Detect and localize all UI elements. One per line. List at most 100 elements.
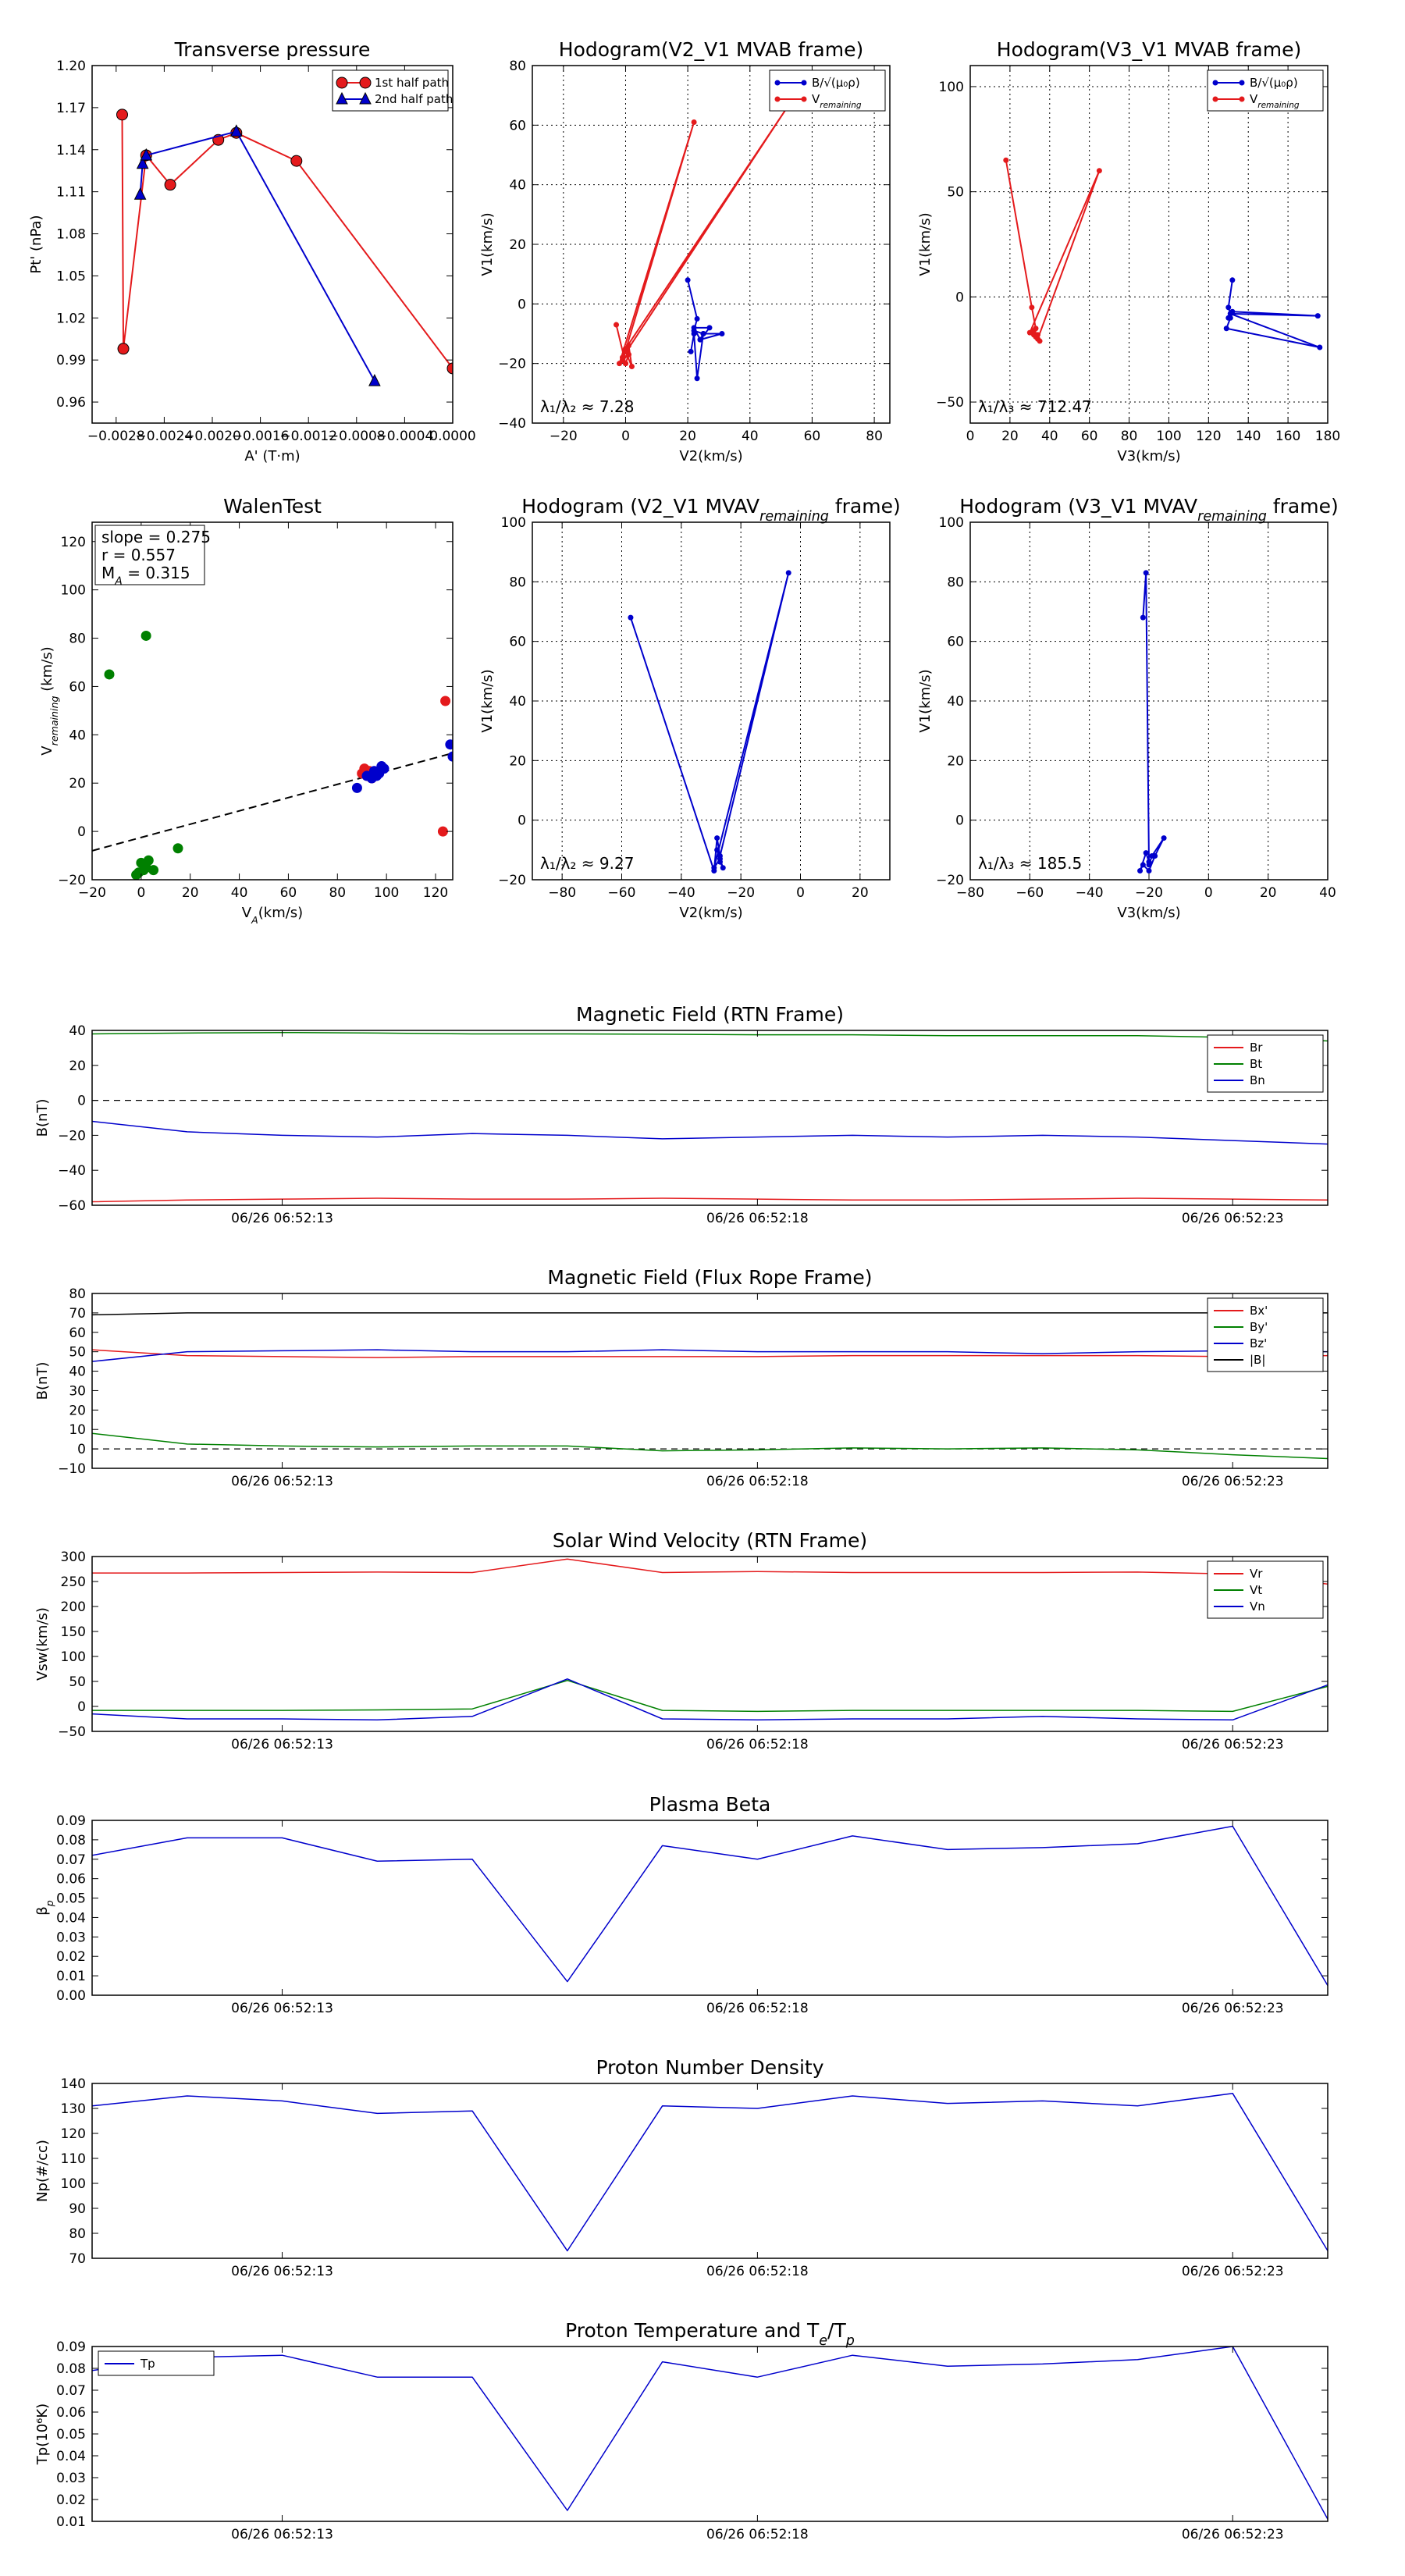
x-tick-label: 160 bbox=[1275, 429, 1300, 444]
y-axis-label: Vremaining (km/s) bbox=[39, 646, 60, 755]
y-tick-label: 40 bbox=[69, 728, 86, 743]
y-tick-label: 1.08 bbox=[56, 227, 86, 243]
legend: Br Bt Bn bbox=[1207, 1034, 1324, 1093]
x-tick-label: 06/26 06:52:18 bbox=[706, 2264, 809, 2279]
data-point bbox=[617, 361, 623, 367]
y-tick-label: 0.04 bbox=[56, 2449, 86, 2464]
x-tick-label: 60 bbox=[804, 429, 821, 444]
y-tick-label: 300 bbox=[61, 1550, 86, 1565]
legend-label: |B| bbox=[1250, 1353, 1265, 1367]
data-point bbox=[372, 770, 382, 781]
chart-title: Magnetic Field (Flux Rope Frame) bbox=[547, 1266, 872, 1289]
series-line bbox=[92, 1678, 1328, 1721]
legend-label: B/√(μ₀ρ) bbox=[1250, 76, 1298, 90]
x-tick-label: 100 bbox=[374, 885, 399, 901]
x-tick-label: 80 bbox=[866, 429, 883, 444]
data-point bbox=[148, 865, 159, 876]
x-tick-label: 06/26 06:52:18 bbox=[706, 1474, 809, 1489]
x-axis-label: A' (T·m) bbox=[244, 448, 300, 464]
chart-tp: Transverse pressure −0.0028−0.0024−0.0020… bbox=[28, 38, 476, 464]
y-tick-label: 0 bbox=[77, 1442, 86, 1457]
y-axis-label: B(nT) bbox=[34, 1362, 51, 1400]
series-Bz' bbox=[92, 1349, 1328, 1362]
legend-marker bbox=[801, 80, 807, 86]
data-point bbox=[440, 696, 451, 706]
legend-marker bbox=[801, 96, 807, 102]
legend-marker bbox=[336, 91, 348, 105]
x-tick-label: 06/26 06:52:18 bbox=[706, 2527, 809, 2542]
data-point bbox=[229, 124, 243, 137]
legend: Tp bbox=[98, 2350, 215, 2376]
data-point bbox=[290, 155, 303, 167]
x-tick-label: 06/26 06:52:23 bbox=[1182, 2264, 1284, 2279]
series-V_remaining bbox=[614, 104, 791, 369]
y-axis-label: B(nT) bbox=[34, 1099, 51, 1137]
legend-marker bbox=[359, 76, 372, 89]
series-line bbox=[92, 1120, 1328, 1145]
series-line bbox=[121, 114, 453, 369]
chart-bfield: Magnetic Field (RTN Frame) 06/26 06:52:13… bbox=[34, 1003, 1329, 1226]
x-tick-label: 06/26 06:52:23 bbox=[1182, 1474, 1284, 1489]
data-point bbox=[164, 179, 176, 191]
x-tick-label: 0.0000 bbox=[429, 429, 475, 444]
data-point bbox=[717, 859, 723, 865]
data-point bbox=[1152, 852, 1158, 859]
y-tick-label: 0 bbox=[518, 297, 526, 312]
data-point bbox=[691, 325, 697, 331]
data-point bbox=[437, 826, 448, 837]
axes-frame bbox=[91, 2346, 1329, 2522]
chart-title: Proton Number Density bbox=[596, 2056, 824, 2079]
y-tick-label: 120 bbox=[61, 535, 86, 550]
data-point bbox=[1143, 850, 1149, 856]
data-point bbox=[131, 870, 142, 880]
y-tick-label: 0.03 bbox=[56, 1930, 86, 1945]
data-point bbox=[1029, 304, 1035, 311]
data-point bbox=[622, 361, 628, 367]
axes-frame bbox=[91, 1556, 1329, 1732]
legend-label: By' bbox=[1250, 1320, 1268, 1334]
y-tick-label: 20 bbox=[69, 1403, 86, 1418]
axes-frame bbox=[91, 2083, 1329, 2259]
x-axis-label: VA(km/s) bbox=[242, 905, 303, 926]
series-line bbox=[92, 1031, 1328, 1042]
x-tick-label: 60 bbox=[1081, 429, 1098, 444]
y-tick-label: 250 bbox=[61, 1574, 86, 1590]
x-tick-label: 180 bbox=[1315, 429, 1340, 444]
y-tick-label: 0.01 bbox=[56, 2514, 86, 2530]
x-axis-label: V3(km/s) bbox=[1117, 905, 1180, 921]
legend-label: Bz' bbox=[1250, 1336, 1267, 1350]
data-point bbox=[685, 277, 691, 283]
x-tick-label: −40 bbox=[667, 885, 695, 901]
y-tick-label: 70 bbox=[69, 2251, 86, 2267]
x-tick-label: 06/26 06:52:13 bbox=[231, 1474, 333, 1489]
x-tick-label: 20 bbox=[852, 885, 869, 901]
x-tick-label: −80 bbox=[548, 885, 576, 901]
y-tick-label: 0.05 bbox=[56, 2427, 86, 2443]
data-point bbox=[351, 782, 362, 793]
data-point bbox=[1223, 326, 1229, 332]
legend-label: Bn bbox=[1250, 1073, 1265, 1087]
data-point bbox=[1140, 614, 1146, 621]
data-point bbox=[694, 315, 700, 322]
info-line: MA = 0.315 bbox=[101, 564, 190, 588]
legend-marker bbox=[774, 80, 781, 86]
legend-box bbox=[1207, 69, 1324, 112]
y-tick-label: 80 bbox=[509, 575, 526, 590]
y-axis-label: Vsw(km/s) bbox=[34, 1607, 51, 1681]
chart-bfr: Magnetic Field (Flux Rope Frame) 06/26 06… bbox=[34, 1266, 1329, 1489]
data-point bbox=[711, 865, 717, 871]
series-line bbox=[92, 1679, 1328, 1713]
x-tick-label: 06/26 06:52:13 bbox=[231, 2001, 333, 2016]
series-line bbox=[92, 2347, 1328, 2520]
y-tick-label: 0.05 bbox=[56, 1891, 86, 1907]
data-point bbox=[140, 630, 151, 641]
legend-marker bbox=[359, 91, 372, 105]
y-tick-label: 1.02 bbox=[56, 311, 86, 326]
legend-marker bbox=[336, 76, 348, 89]
legend-label: 2nd half path bbox=[375, 92, 453, 106]
x-tick-label: 100 bbox=[1156, 429, 1181, 444]
y-tick-label: 0.04 bbox=[56, 1910, 86, 1926]
x-tick-label: 40 bbox=[231, 885, 248, 901]
x-tick-label: 60 bbox=[280, 885, 297, 901]
